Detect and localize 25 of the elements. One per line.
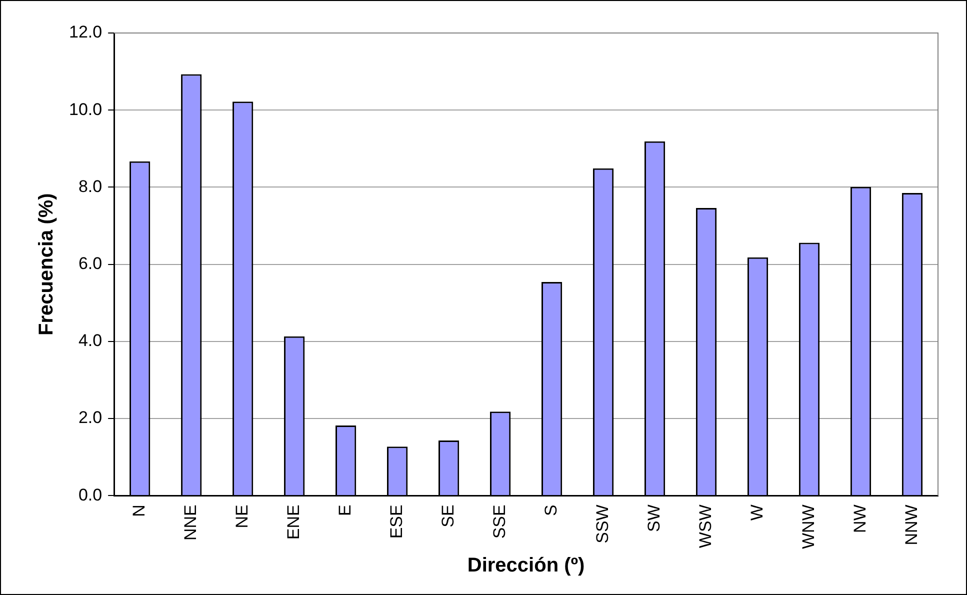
x-tick-label: ENE (284, 504, 304, 540)
x-tick-label: E (336, 504, 354, 516)
x-tick-label: NNE (181, 504, 200, 541)
x-tick-label: WSW (696, 504, 715, 548)
x-tick-label: S (541, 504, 560, 516)
y-tick-label: 4.0 (78, 331, 102, 350)
y-tick-label: 6.0 (78, 254, 102, 274)
x-tick-label: NNW (902, 504, 921, 546)
x-tick-label: N (130, 504, 149, 517)
x-tick-label: NE (232, 504, 252, 528)
y-axis-title: Frecuencia (%) (36, 193, 58, 336)
y-tick-label: 12.0 (68, 22, 102, 42)
x-tick-label: SSE (490, 504, 509, 539)
x-tick-label: SW (644, 504, 664, 532)
x-tick-label: SE (438, 504, 458, 528)
y-tick-label: 2.0 (78, 408, 102, 428)
x-tick-label: WNW (798, 504, 818, 550)
x-tick-label: W (747, 504, 766, 521)
x-tick-label: SSW (592, 504, 612, 544)
x-axis-title: Dirección (º) (467, 554, 585, 577)
x-tick-label: NW (850, 504, 870, 533)
y-tick-label: 8.0 (78, 176, 102, 196)
y-tick-label: 0.0 (78, 485, 102, 504)
x-tick-label: ESE (386, 504, 406, 539)
y-tick-label: 10.0 (68, 100, 102, 119)
